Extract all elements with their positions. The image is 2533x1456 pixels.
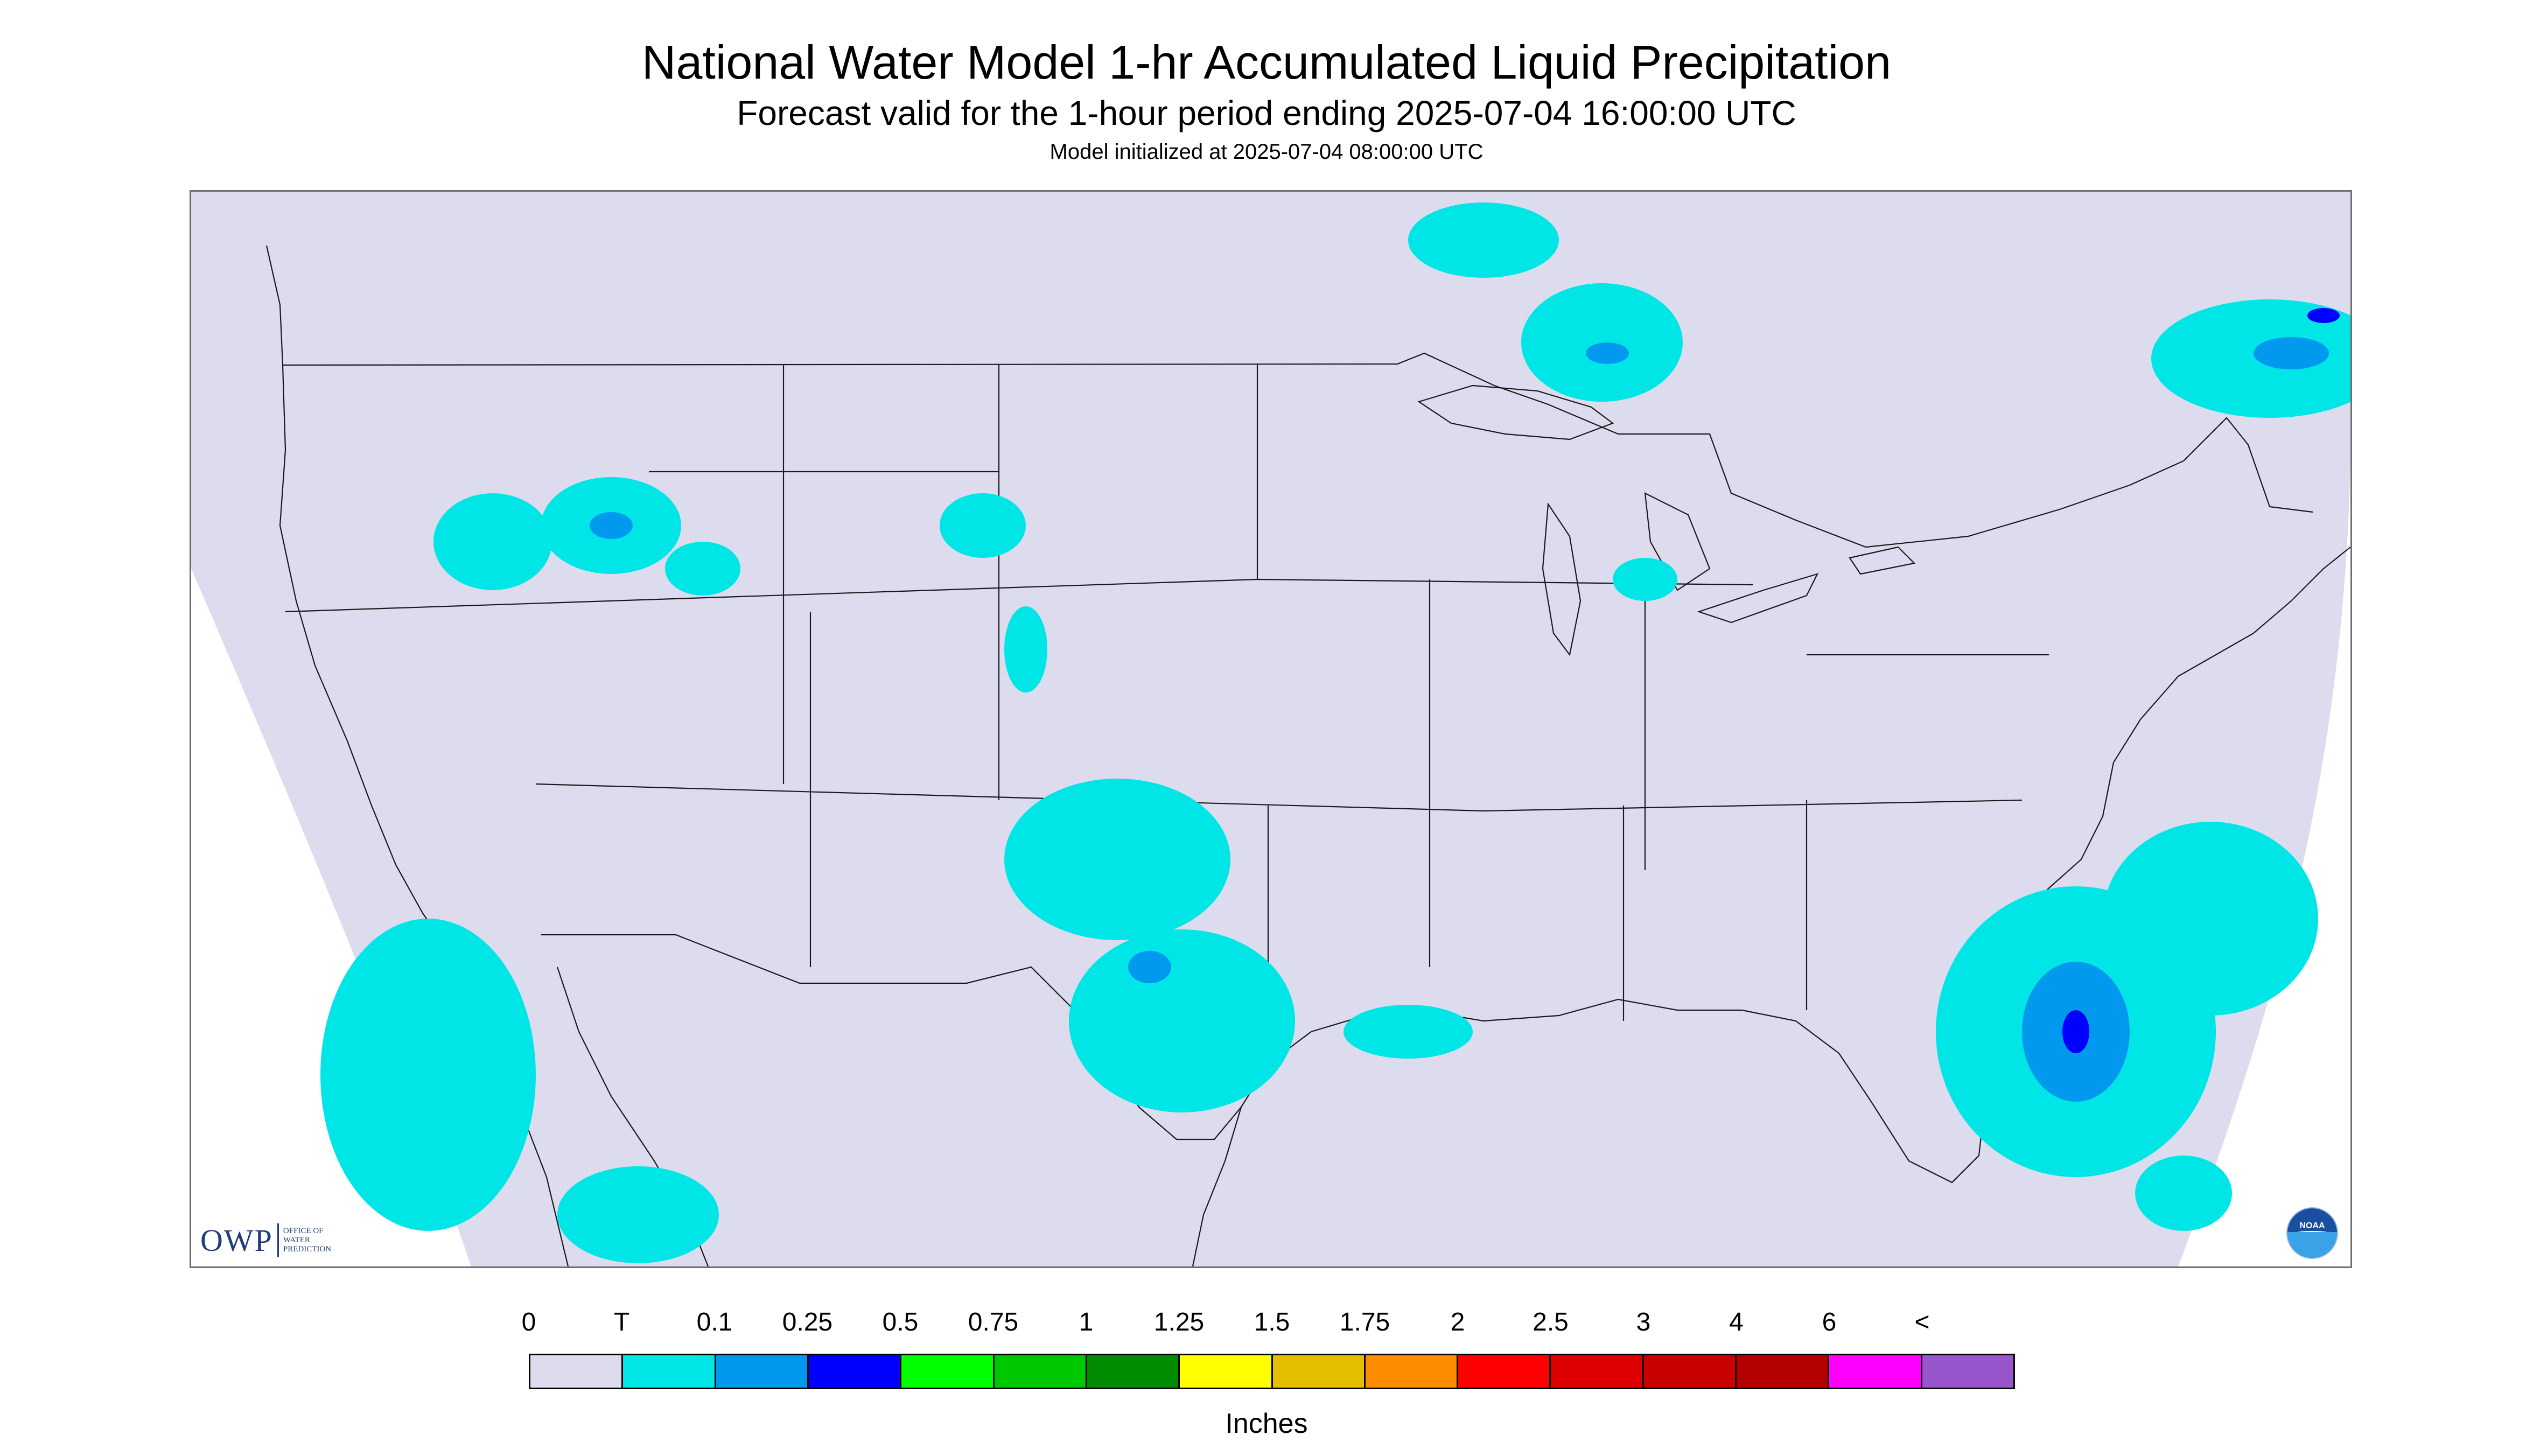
boundaries: [265, 245, 2350, 1266]
legend-label: 1: [1079, 1308, 1094, 1336]
legend-swatch: [1643, 1355, 1737, 1388]
map-title: National Water Model 1-hr Accumulated Li…: [641, 36, 1892, 89]
legend-label: 3: [1636, 1308, 1651, 1336]
precip-cell: [433, 493, 552, 590]
legend-label: 1.25: [1153, 1308, 1205, 1336]
legend-swatch: [530, 1355, 624, 1388]
gulf-coast: [1241, 998, 1985, 1184]
precip-cell: [1586, 342, 1629, 364]
precip-cell: [1344, 1005, 1473, 1059]
lake-huron: [1644, 492, 1711, 591]
legend-swatch: [1829, 1355, 1922, 1388]
owp-logo-text: OWP: [200, 1222, 273, 1258]
precip-cell: [1613, 558, 1677, 601]
precip-cell: [1128, 951, 1171, 983]
precip-cell: [1521, 283, 1683, 402]
legend-swatch: [716, 1355, 809, 1388]
lake-superior: [1417, 384, 1614, 440]
legend-swatch: [994, 1355, 1087, 1388]
legend-swatch: [901, 1355, 995, 1388]
precipitation-map: [190, 190, 2352, 1268]
model-init-text: Model initialized at 2025-07-04 08:00:00…: [1049, 140, 1484, 164]
mexico-coast: [1192, 1107, 1242, 1266]
owp-logo: OWP OFFICE OF WATER PREDICTION: [200, 1221, 331, 1259]
state-line: [285, 578, 1753, 613]
state-line: [535, 783, 1484, 812]
legend-label: 0.5: [882, 1308, 919, 1336]
lake-ontario: [1849, 546, 1916, 575]
precip-cell: [2103, 822, 2318, 1016]
legend-label: 0.1: [696, 1308, 733, 1336]
legend-label: 1.5: [1254, 1308, 1290, 1336]
legend-swatch: [1087, 1355, 1180, 1388]
legend-label: 6: [1822, 1308, 1837, 1336]
precip-cell: [2062, 1010, 2089, 1053]
legend-label: 2: [1450, 1308, 1465, 1336]
legend-label: 0.75: [968, 1308, 1019, 1336]
legend-label: 4: [1729, 1308, 1744, 1336]
legend-swatch: [1272, 1355, 1366, 1388]
legend-label: 0.25: [782, 1308, 833, 1336]
precip-cell: [1004, 779, 1230, 940]
legend-swatch: [808, 1355, 902, 1388]
legend-label: 1.75: [1339, 1308, 1390, 1336]
precip-cell: [590, 512, 633, 539]
precip-cell: [557, 1166, 719, 1263]
legend-swatch: [1365, 1355, 1459, 1388]
legend-swatch: [1737, 1355, 1830, 1388]
legend-label: <: [1914, 1308, 1930, 1336]
map-subtitle: Forecast valid for the 1-hour period end…: [737, 94, 1796, 132]
us-mexico-border: [541, 934, 1242, 1140]
model-domain: [191, 192, 2350, 1266]
state-line: [1483, 799, 2023, 812]
legend-swatch: [1180, 1355, 1273, 1388]
map-svg: [191, 192, 2350, 1266]
noaa-logo-text: NOAA: [2299, 1221, 2325, 1230]
precip-cell: [665, 542, 740, 596]
legend-unit: Inches: [1225, 1408, 1308, 1439]
lake-michigan: [1542, 502, 1582, 656]
precip-cell: [2307, 308, 2340, 323]
precip-cell: [1069, 929, 1295, 1112]
owp-logo-subtitle: OFFICE OF WATER PREDICTION: [283, 1226, 332, 1254]
precip-cell: [2254, 337, 2329, 369]
precip-cell: [2135, 1156, 2232, 1231]
precip-cell: [320, 919, 536, 1231]
precip-cell: [1004, 606, 1047, 692]
legend-swatch: [1551, 1355, 1644, 1388]
owp-logo-divider: [277, 1223, 279, 1257]
noaa-logo: NOAA: [2286, 1207, 2338, 1259]
us-canada-border: [282, 352, 2313, 548]
legend-label: T: [613, 1308, 630, 1336]
legend-colorbar: [529, 1354, 2015, 1389]
legend-label: 2.5: [1533, 1308, 1569, 1336]
legend-label: 0: [521, 1308, 536, 1336]
lake-erie: [1697, 573, 1819, 624]
legend-swatch: [1922, 1355, 2013, 1388]
legend-swatch: [1458, 1355, 1551, 1388]
legend-labels: 0 T 0.1 0.25 0.5 0.75 1 1.25 1.5 1.75 2 2.5 3 4 6 <: [522, 1307, 2015, 1340]
precip-cell: [940, 493, 1026, 558]
precip-cell: [2151, 299, 2350, 418]
precip-cell: [1408, 202, 1559, 278]
legend-swatch: [623, 1355, 716, 1388]
precip-heavy: [2062, 308, 2340, 1053]
